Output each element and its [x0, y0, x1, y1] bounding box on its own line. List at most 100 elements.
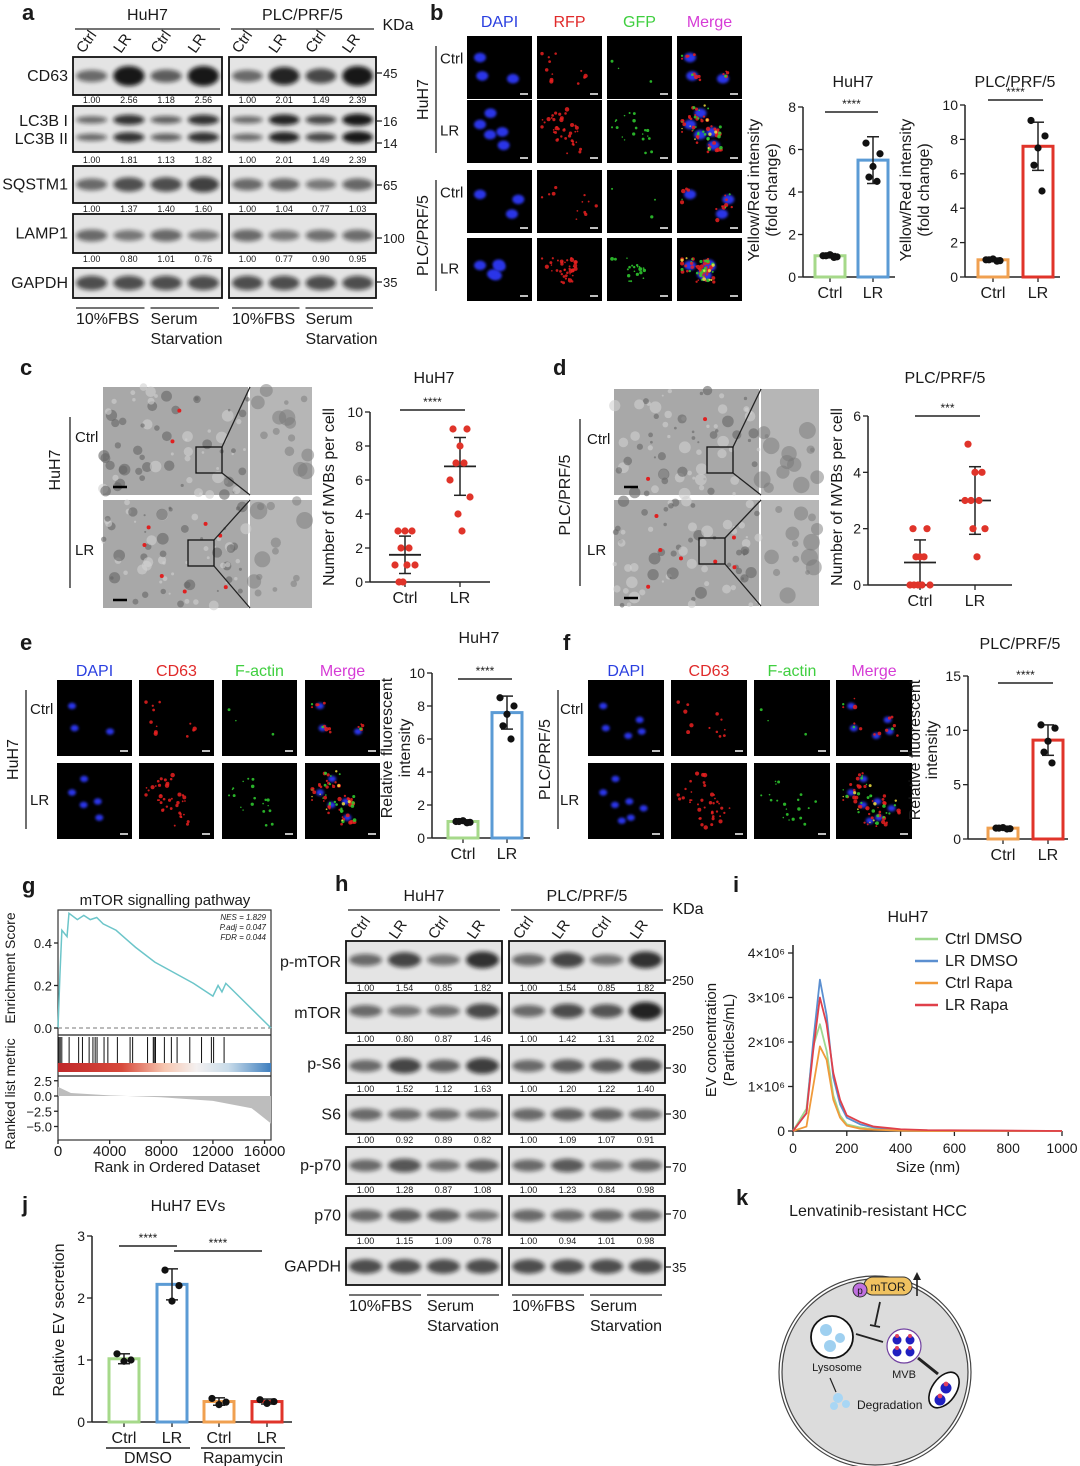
protein-band	[268, 114, 300, 126]
y-axis-label: intensity	[397, 719, 414, 778]
protein-band	[342, 66, 373, 86]
data-point	[876, 150, 884, 158]
protein-band	[113, 230, 145, 241]
chart-4: HuH7 0 2 4 6 8 10 Relative fluorescent intensity…	[379, 630, 530, 863]
data-point	[918, 581, 926, 589]
data-point	[1027, 116, 1035, 125]
zoom-box	[187, 539, 215, 567]
y-tick-label: 4×10⁶	[748, 945, 785, 961]
protein-label: LC3B II	[15, 131, 68, 148]
lane-label: Ctrl	[510, 913, 537, 942]
data-point	[1048, 759, 1056, 767]
y-tick-label: 6	[355, 472, 363, 488]
protein-band	[232, 229, 263, 242]
x-tick-label: Ctrl	[818, 285, 843, 302]
significance-label: ****	[1006, 85, 1025, 99]
y-tick-label: 1×10⁶	[748, 1079, 785, 1095]
y-tick-label: 0.0	[34, 1021, 52, 1036]
data-point	[455, 817, 463, 826]
micrograph-merge	[677, 238, 742, 301]
protein-band	[349, 1259, 382, 1274]
data-point	[969, 525, 977, 533]
micrograph-cd63	[139, 763, 214, 839]
kda-marker: 250	[672, 1023, 694, 1038]
zoom-line	[732, 388, 762, 448]
micrograph-gfp	[607, 36, 672, 99]
zoom-line	[213, 499, 251, 541]
lysosome-vesicle	[820, 1324, 832, 1336]
protein-band	[305, 179, 337, 190]
quant-value: 1.07	[598, 1135, 616, 1145]
electron-micrograph	[612, 495, 824, 609]
diagram-title: Lenvatinib-resistant HCC	[789, 1203, 967, 1220]
x-tick-label: LR	[1028, 285, 1048, 302]
protein-band	[590, 1159, 623, 1172]
y-tick-label: 15	[945, 668, 961, 684]
data-point	[256, 1396, 264, 1404]
micrograph-dapi	[588, 763, 664, 839]
y-axis-label: Number of MVBs per cell	[829, 408, 846, 586]
protein-band	[427, 1159, 460, 1172]
protein-band	[187, 132, 219, 143]
protein-band	[466, 1058, 499, 1074]
blot-gapdh	[345, 1247, 503, 1286]
lane-label: Ctrl	[302, 27, 329, 56]
protein-label: SQSTM1	[2, 177, 68, 194]
inhibition-line	[874, 1301, 881, 1326]
y-tick-label: 4	[355, 506, 363, 522]
y-tick-label: 2	[355, 540, 363, 556]
protein-band	[629, 1159, 662, 1172]
protein-band	[388, 1209, 421, 1222]
x-tick-label: Ctrl	[207, 1430, 232, 1447]
group-label: DMSO	[124, 1450, 172, 1466]
chart-title: HuH7	[888, 909, 929, 926]
protein-band	[76, 275, 108, 291]
secretion-arrow	[917, 1356, 939, 1376]
protein-band	[187, 230, 219, 241]
panel-letter: g	[22, 873, 35, 898]
mechanism-diagram: Lenvatinib-resistant HCC mTOR p Lysosome MVB…	[778, 1203, 972, 1466]
channel-header: CD63	[156, 663, 197, 680]
micrograph-merge	[836, 763, 912, 839]
zoom-box	[698, 537, 726, 565]
data-point	[967, 496, 975, 505]
data-point	[463, 819, 471, 827]
stat-annotation: P.adj = 0.047	[220, 923, 267, 932]
y-tick-label: 6	[950, 166, 958, 182]
quant-value: 1.37	[120, 204, 138, 214]
protein-band	[268, 230, 300, 241]
lysosome	[810, 1315, 854, 1359]
data-point	[222, 1398, 230, 1406]
protein-band	[590, 1004, 623, 1018]
x-tick-label: Ctrl	[991, 847, 1016, 864]
protein-band	[590, 1059, 623, 1073]
data-point	[403, 561, 411, 569]
protein-band	[427, 1108, 460, 1121]
lane-label: Ctrl	[229, 27, 256, 56]
protein-band	[466, 1159, 499, 1172]
protein-band	[268, 178, 300, 191]
channel-header: DAPI	[481, 14, 518, 31]
protein-band	[342, 131, 373, 144]
data-point	[449, 425, 457, 433]
protein-band	[551, 1059, 584, 1073]
quant-value: 2.39	[349, 95, 367, 105]
protein-band	[113, 66, 145, 86]
condition-label: Serum	[590, 1298, 637, 1315]
protein-band	[113, 132, 145, 143]
y-axis-label: (Particles/mL)	[721, 994, 738, 1087]
protein-band	[342, 229, 373, 242]
zoom-box	[195, 446, 223, 474]
data-point	[496, 694, 504, 702]
arrowhead	[913, 1272, 921, 1280]
protein-band	[466, 1003, 499, 1019]
series-line	[792, 996, 1063, 1132]
y-tick-label: 8	[355, 438, 363, 454]
protein-band	[305, 115, 337, 125]
bar	[107, 1357, 141, 1424]
data-point	[395, 578, 403, 586]
data-point	[869, 162, 877, 171]
group-label: HuH7	[47, 449, 64, 490]
data-point	[1051, 724, 1059, 732]
rank-color-bar	[58, 1063, 271, 1072]
